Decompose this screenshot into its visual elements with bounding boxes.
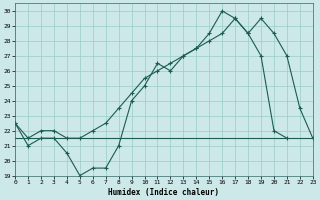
X-axis label: Humidex (Indice chaleur): Humidex (Indice chaleur)	[108, 188, 220, 197]
